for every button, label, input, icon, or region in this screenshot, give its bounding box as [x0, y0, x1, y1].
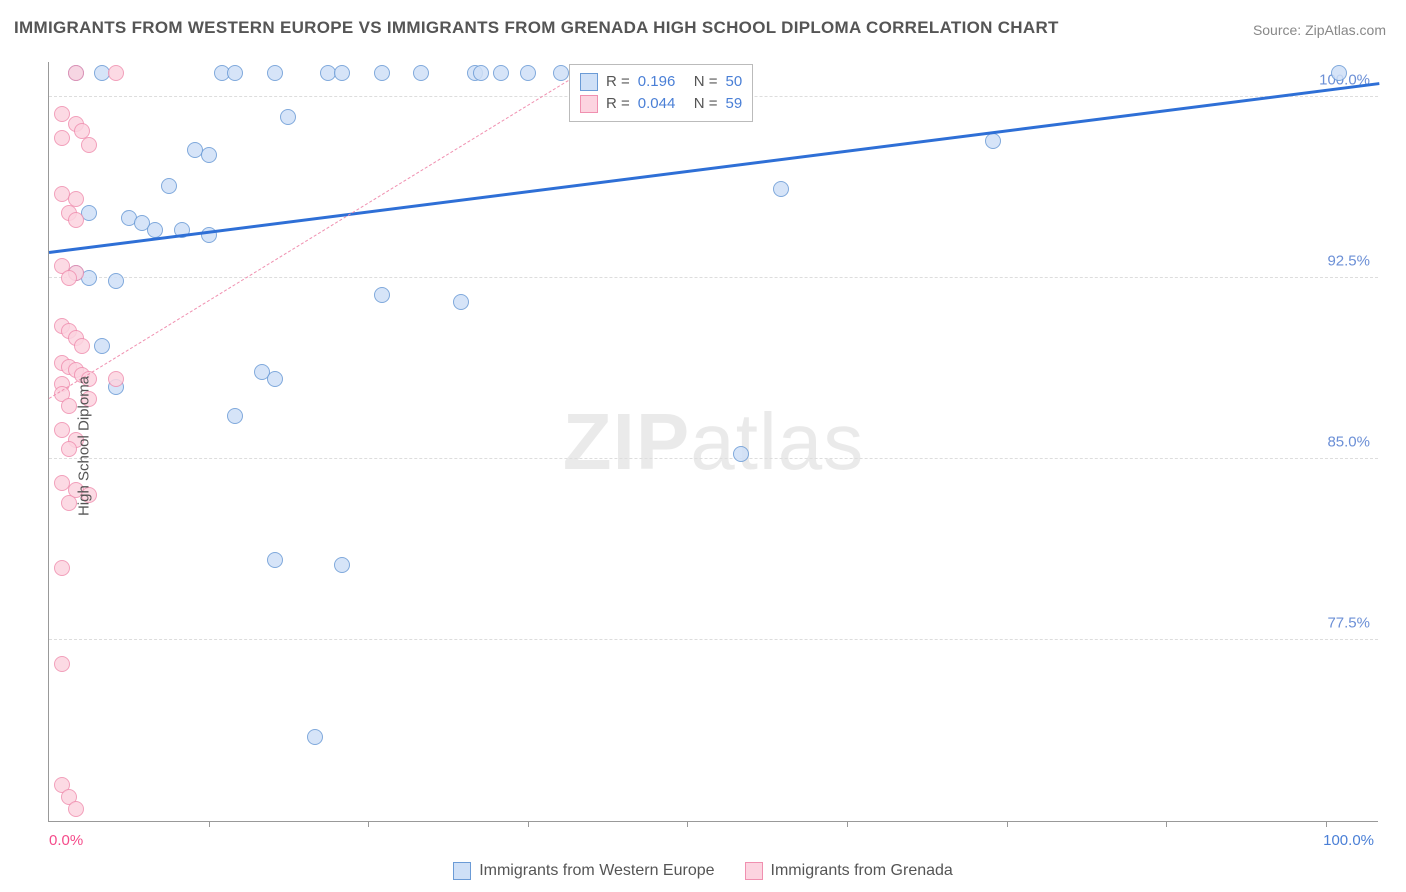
correlation-legend-row: R = 0.044 N = 59	[580, 93, 742, 115]
y-tick-label: 92.5%	[1327, 253, 1370, 270]
correlation-legend-row: R = 0.196 N = 50	[580, 71, 742, 93]
data-point	[334, 557, 350, 573]
n-value: 59	[726, 93, 743, 115]
legend-label-grenada: Immigrants from Grenada	[771, 862, 953, 880]
data-point	[553, 65, 569, 81]
trend-line	[49, 72, 582, 399]
data-point	[733, 446, 749, 462]
data-point	[108, 273, 124, 289]
data-point	[74, 338, 90, 354]
chart-container: IMMIGRANTS FROM WESTERN EUROPE VS IMMIGR…	[0, 0, 1406, 892]
y-axis-label: High School Diploma	[76, 376, 93, 516]
data-point	[161, 178, 177, 194]
x-tick	[1007, 821, 1008, 827]
legend-label-western-europe: Immigrants from Western Europe	[479, 862, 714, 880]
data-point	[61, 441, 77, 457]
data-point	[493, 65, 509, 81]
data-point	[334, 65, 350, 81]
data-point	[520, 65, 536, 81]
data-point	[68, 65, 84, 81]
plot-area: ZIPatlas 100.0%92.5%85.0%77.5%0.0%100.0%…	[48, 62, 1378, 822]
x-tick	[1166, 821, 1167, 827]
x-tick	[847, 821, 848, 827]
source-label: Source: ZipAtlas.com	[1253, 22, 1386, 38]
watermark: ZIPatlas	[563, 396, 864, 488]
swatch-western-europe	[453, 862, 471, 880]
x-axis-end-label: 100.0%	[1323, 832, 1374, 849]
data-point	[81, 137, 97, 153]
legend-item-western-europe: Immigrants from Western Europe	[453, 862, 714, 880]
correlation-legend: R = 0.196 N = 50 R = 0.044 N = 59	[569, 64, 753, 122]
data-point	[94, 338, 110, 354]
data-point	[374, 287, 390, 303]
data-point	[267, 371, 283, 387]
n-value: 50	[726, 71, 743, 93]
legend-swatch	[580, 73, 598, 91]
chart-title: IMMIGRANTS FROM WESTERN EUROPE VS IMMIGR…	[14, 18, 1059, 38]
bottom-legend: Immigrants from Western Europe Immigrant…	[0, 862, 1406, 880]
r-label: R =	[606, 93, 630, 115]
y-tick-label: 77.5%	[1327, 615, 1370, 632]
data-point	[280, 109, 296, 125]
data-point	[54, 560, 70, 576]
data-point	[227, 408, 243, 424]
data-point	[773, 181, 789, 197]
x-tick	[687, 821, 688, 827]
watermark-bold: ZIP	[563, 397, 690, 486]
data-point	[1331, 65, 1347, 81]
data-point	[374, 65, 390, 81]
x-axis-start-label: 0.0%	[49, 832, 83, 849]
grid-line	[49, 458, 1378, 459]
data-point	[267, 552, 283, 568]
data-point	[147, 222, 163, 238]
n-label: N =	[694, 93, 718, 115]
data-point	[985, 133, 1001, 149]
data-point	[68, 801, 84, 817]
data-point	[307, 729, 323, 745]
r-label: R =	[606, 71, 630, 93]
r-value: 0.044	[638, 93, 686, 115]
x-tick	[1326, 821, 1327, 827]
data-point	[453, 294, 469, 310]
legend-item-grenada: Immigrants from Grenada	[745, 862, 953, 880]
data-point	[108, 371, 124, 387]
swatch-grenada	[745, 862, 763, 880]
grid-line	[49, 639, 1378, 640]
data-point	[473, 65, 489, 81]
n-label: N =	[694, 71, 718, 93]
x-tick	[209, 821, 210, 827]
watermark-light: atlas	[690, 397, 864, 486]
data-point	[61, 270, 77, 286]
data-point	[201, 147, 217, 163]
data-point	[108, 65, 124, 81]
data-point	[54, 656, 70, 672]
r-value: 0.196	[638, 71, 686, 93]
legend-swatch	[580, 95, 598, 113]
data-point	[61, 495, 77, 511]
x-tick	[528, 821, 529, 827]
grid-line	[49, 277, 1378, 278]
x-tick	[368, 821, 369, 827]
y-tick-label: 85.0%	[1327, 434, 1370, 451]
data-point	[54, 130, 70, 146]
data-point	[61, 398, 77, 414]
data-point	[68, 212, 84, 228]
data-point	[227, 65, 243, 81]
data-point	[413, 65, 429, 81]
data-point	[267, 65, 283, 81]
